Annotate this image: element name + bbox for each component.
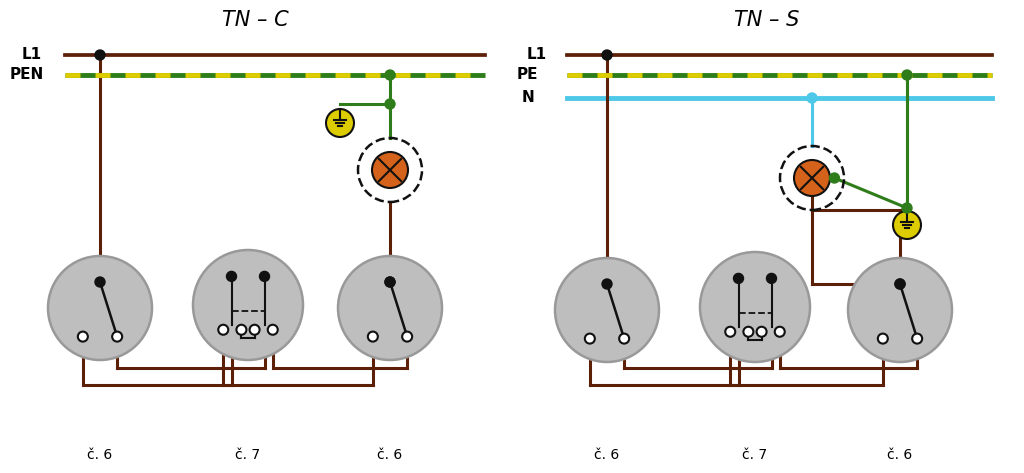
Circle shape [326,109,354,137]
Text: TN – C: TN – C [221,10,289,30]
Text: č. 6: č. 6 [378,448,402,462]
Circle shape [620,333,629,343]
Text: PEN: PEN [10,68,44,82]
Circle shape [372,152,408,188]
Circle shape [602,279,612,289]
Circle shape [250,325,260,335]
Text: č. 6: č. 6 [594,448,620,462]
Circle shape [733,273,743,283]
Text: č. 7: č. 7 [742,448,768,462]
Text: TN – S: TN – S [734,10,800,30]
Circle shape [368,332,378,342]
Circle shape [794,160,830,196]
Circle shape [338,256,442,360]
Text: L1: L1 [527,47,547,62]
Circle shape [385,277,395,287]
Circle shape [555,258,659,362]
Circle shape [775,327,784,337]
Circle shape [878,333,888,343]
Text: L1: L1 [22,47,42,62]
Text: N: N [522,90,535,105]
Text: PE: PE [517,68,539,82]
Circle shape [807,93,817,103]
Circle shape [237,325,247,335]
Circle shape [259,272,269,281]
Circle shape [95,50,105,60]
Circle shape [385,99,395,109]
Circle shape [912,333,923,343]
Circle shape [895,279,905,289]
Circle shape [767,273,776,283]
Circle shape [829,173,840,183]
Circle shape [848,258,952,362]
Circle shape [757,327,767,337]
Circle shape [585,333,595,343]
Circle shape [725,327,735,337]
Text: č. 6: č. 6 [888,448,912,462]
Circle shape [902,203,912,213]
Circle shape [193,250,303,360]
Circle shape [95,277,105,287]
Circle shape [267,325,278,335]
Circle shape [78,332,88,342]
Circle shape [902,70,912,80]
Circle shape [218,325,228,335]
Circle shape [743,327,754,337]
Circle shape [385,70,395,80]
Text: č. 6: č. 6 [87,448,113,462]
Circle shape [895,279,905,289]
Circle shape [700,252,810,362]
Circle shape [402,332,412,342]
Text: č. 7: č. 7 [236,448,260,462]
Circle shape [226,272,237,281]
Circle shape [113,332,122,342]
Circle shape [385,277,395,287]
Circle shape [893,211,921,239]
Circle shape [48,256,152,360]
Circle shape [602,50,612,60]
